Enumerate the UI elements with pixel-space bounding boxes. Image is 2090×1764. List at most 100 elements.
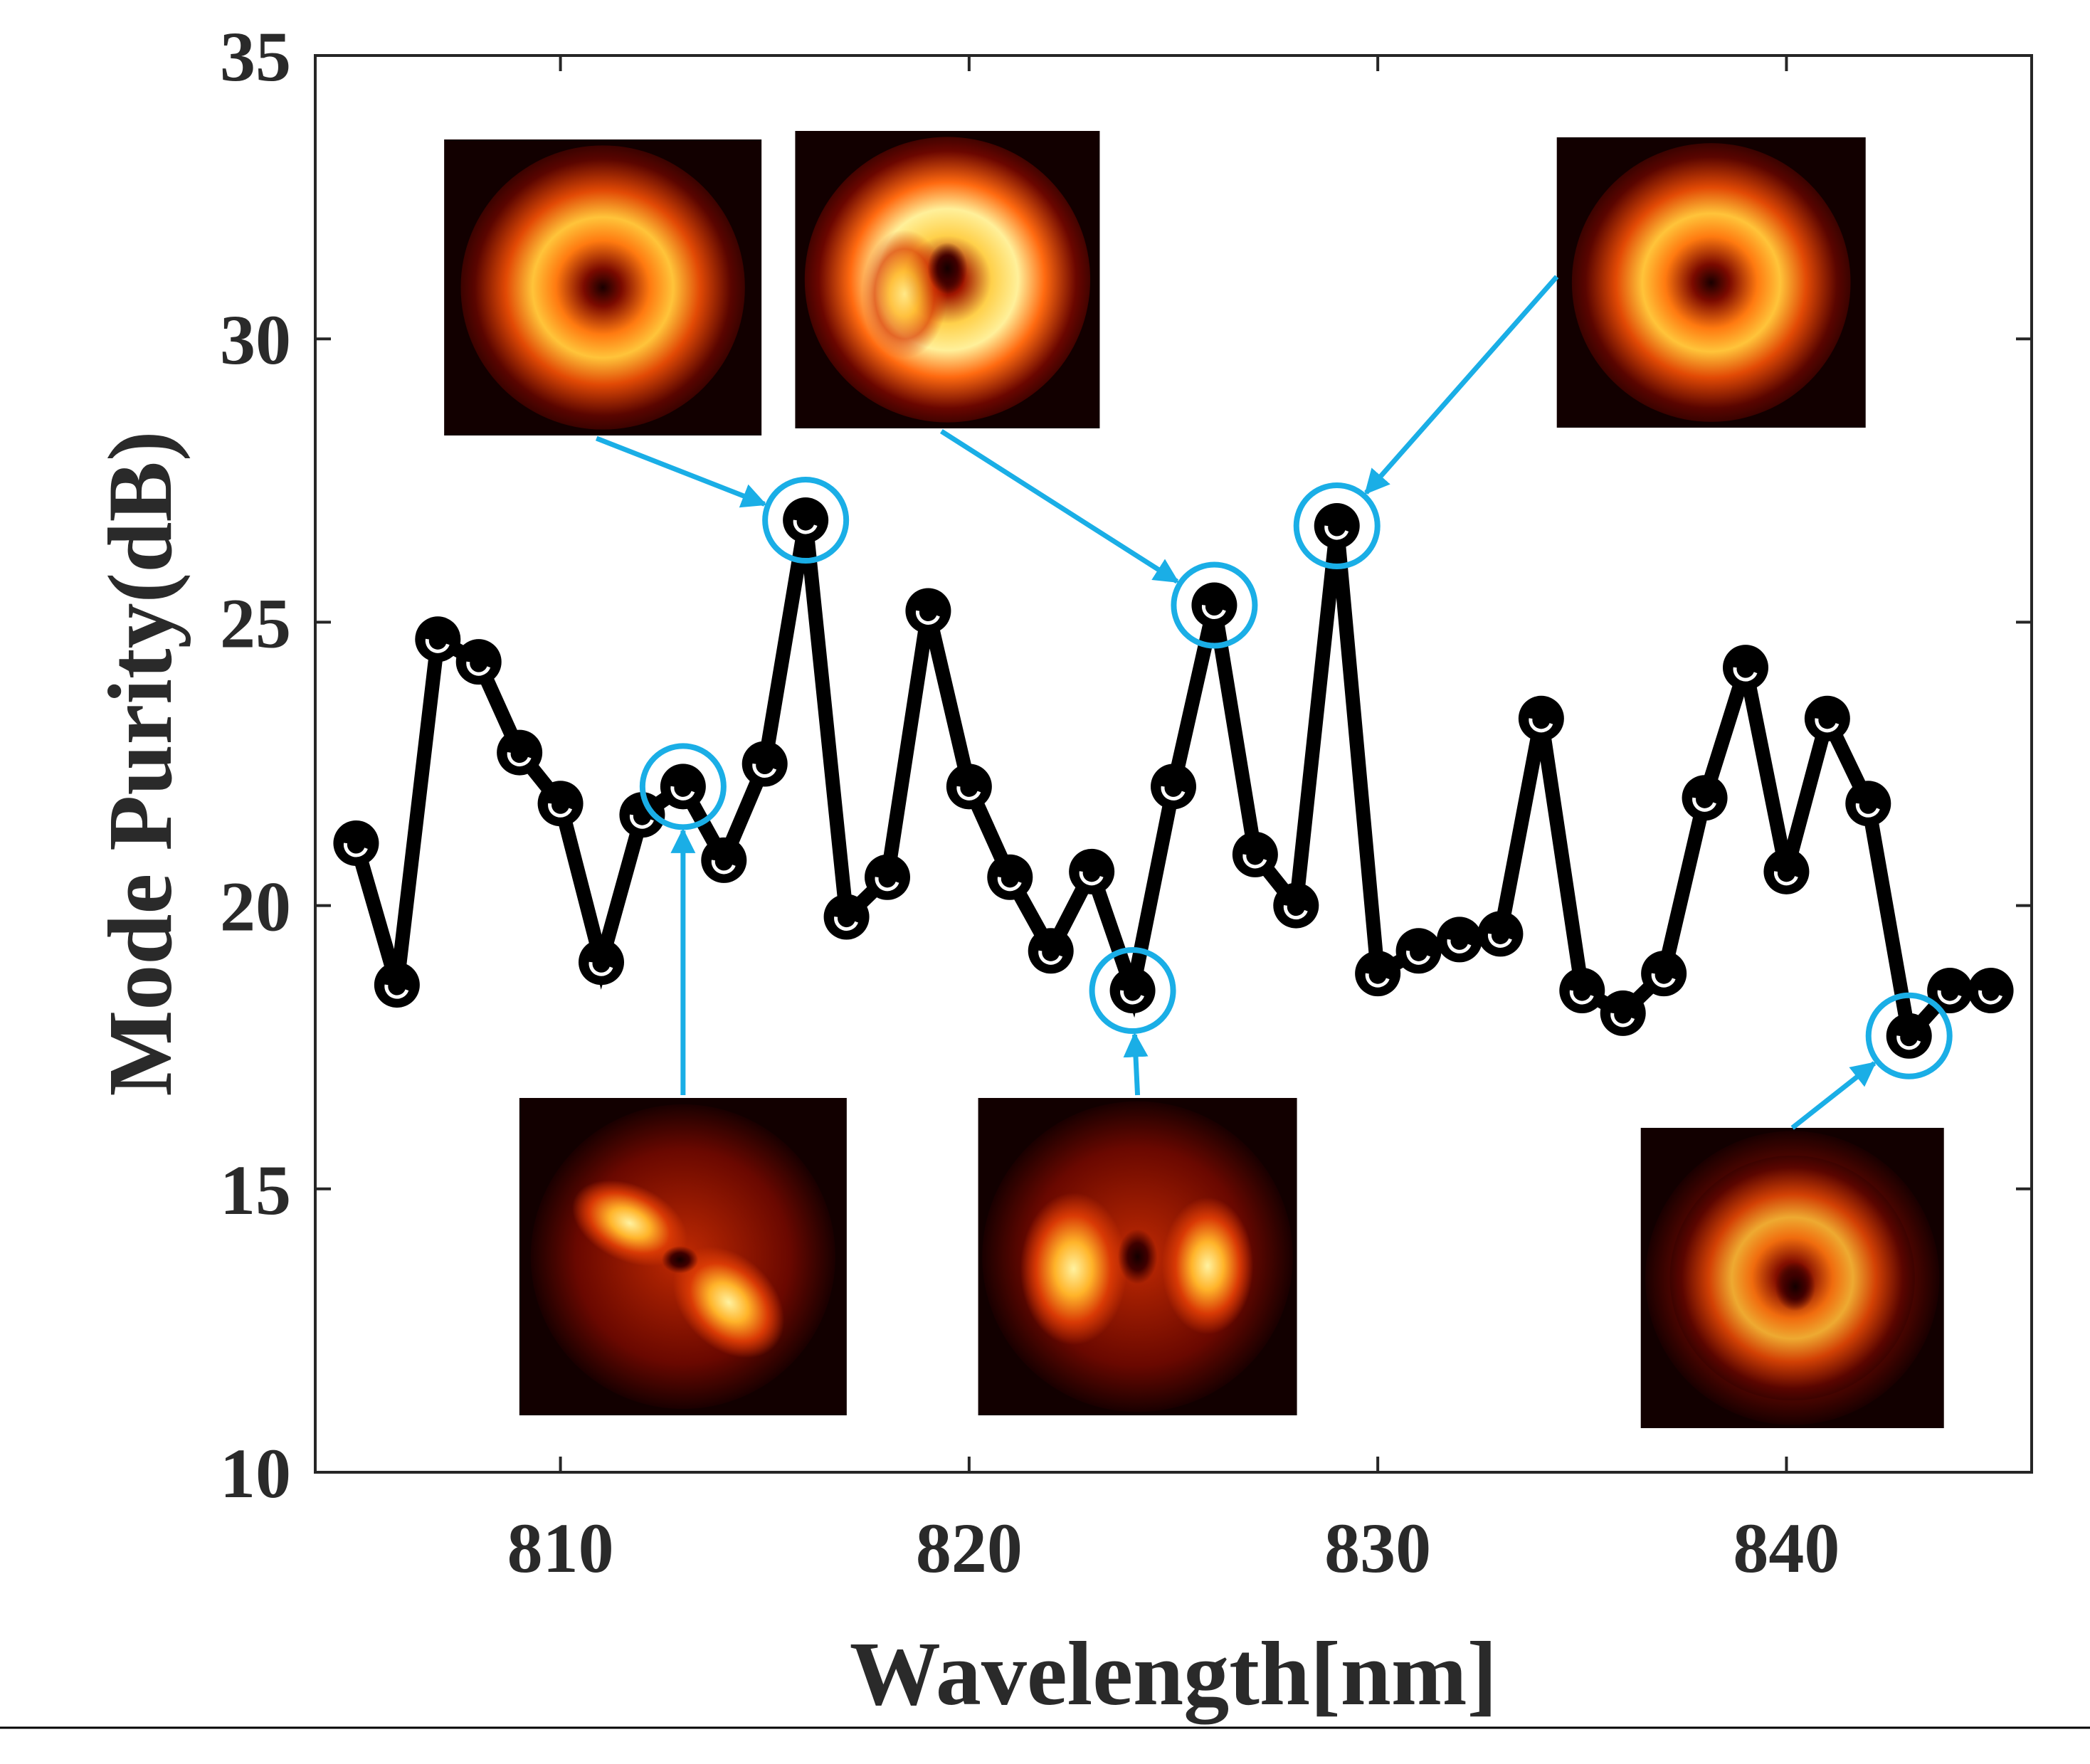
y-tick-label: 10: [220, 1434, 291, 1513]
data-point: [823, 894, 870, 940]
x-tick-label: 820: [916, 1509, 1023, 1588]
data-point-highlight: [507, 741, 532, 767]
beam-core: [661, 1246, 699, 1274]
beam-profile-inset: [978, 1098, 1297, 1415]
data-point-highlight: [589, 951, 614, 976]
data-point-marker: [1804, 695, 1850, 741]
highlight-circle: [1293, 482, 1381, 570]
data-point-marker: [1763, 848, 1810, 894]
data-point-highlight: [915, 599, 941, 625]
data-point-highlight: [629, 803, 655, 829]
data-point-highlight: [1406, 939, 1432, 965]
data-point-marker: [374, 962, 420, 1008]
beam-core: [927, 242, 968, 295]
data-point-highlight: [384, 973, 410, 999]
beam-core: [1117, 1229, 1158, 1284]
beam-lobe: [1161, 1197, 1254, 1335]
data-point: [1723, 645, 1768, 691]
ticks: [315, 54, 2032, 1474]
data-point-highlight: [1324, 514, 1350, 540]
data-point-marker: [1641, 951, 1687, 997]
data-point-marker: [1518, 695, 1564, 741]
data-point-highlight: [1038, 939, 1064, 965]
data-point-marker: [1273, 882, 1319, 929]
data-point-marker: [1477, 911, 1524, 957]
beam-profile-inset: [519, 1098, 847, 1415]
data-point-highlight: [1161, 775, 1186, 801]
data-point: [1641, 951, 1687, 997]
data-point-highlight: [670, 775, 696, 801]
beam-lobe: [572, 1180, 687, 1267]
data-point-highlight: [711, 849, 737, 875]
pointer-arrow: [1364, 275, 1559, 495]
x-tick-label: 810: [507, 1509, 614, 1588]
x-tick-label: 830: [1324, 1509, 1431, 1588]
data-point-marker: [333, 820, 379, 866]
data-point-highlight: [466, 650, 492, 676]
beam-core: [1775, 1262, 1816, 1311]
data-point: [1559, 968, 1605, 1014]
beam-profile-inset: [795, 131, 1100, 428]
data-point-marker: [415, 616, 461, 662]
highlight-group: [639, 477, 1953, 1079]
beam-profile-inset: [444, 139, 762, 435]
data-point-marker: [1437, 917, 1482, 963]
y-tick-label: 35: [220, 17, 291, 96]
data-point: [741, 741, 788, 787]
data-point-highlight: [793, 509, 818, 534]
data-point-highlight: [1079, 860, 1104, 886]
data-point-marker: [1069, 848, 1115, 894]
highlight-circle: [762, 477, 850, 564]
y-tick-label: 20: [220, 867, 291, 946]
data-point-highlight: [1283, 894, 1309, 920]
data-point-highlight: [1365, 962, 1390, 988]
arrow-group: [595, 275, 1877, 1130]
data-point: [1886, 1013, 1932, 1059]
y-tick-label: 15: [220, 1151, 291, 1230]
data-point: [1069, 848, 1115, 894]
data-point: [1518, 695, 1564, 741]
data-point-marker: [455, 639, 502, 685]
series-markers: [333, 497, 2014, 1059]
data-point-marker: [987, 854, 1033, 900]
beam-ring: [460, 145, 745, 430]
y-axis-title: Mode Purity(dB): [90, 431, 191, 1097]
data-point: [987, 854, 1033, 900]
beam-lobe: [672, 1247, 785, 1358]
beam-lobe: [1020, 1193, 1127, 1346]
data-point-marker: [1927, 968, 1973, 1014]
highlight-circle: [1089, 947, 1176, 1035]
data-point-marker: [1028, 928, 1074, 974]
data-point: [1437, 917, 1482, 963]
data-point-marker: [1314, 503, 1360, 549]
data-point: [333, 820, 379, 866]
data-point: [1968, 968, 2014, 1014]
data-point: [783, 497, 829, 544]
data-point: [1395, 928, 1442, 974]
data-point-highlight: [875, 866, 900, 892]
pointer-arrow: [1123, 1032, 1149, 1096]
data-point-marker: [1151, 764, 1196, 810]
data-point-highlight: [1120, 979, 1146, 1005]
pointer-arrow: [939, 429, 1180, 584]
pointer-arrow: [1790, 1061, 1877, 1130]
data-point-marker: [579, 939, 624, 986]
data-point-highlight: [956, 775, 982, 801]
beam-profile-inset: [1640, 1128, 1944, 1428]
data-point: [1151, 764, 1196, 810]
data-point-highlight: [1815, 707, 1840, 733]
data-point: [1273, 882, 1319, 929]
tick-labels: 810 820 830 840 10 15 20 25 30 35: [220, 17, 1840, 1588]
data-point-marker: [1968, 968, 2014, 1014]
data-point-marker: [1559, 968, 1605, 1014]
highlight-circle: [1171, 561, 1258, 649]
y-tick-label: 25: [220, 583, 291, 662]
data-point-marker: [823, 894, 870, 940]
data-point-highlight: [343, 832, 369, 857]
data-point-highlight: [752, 753, 778, 778]
data-point: [660, 764, 706, 810]
data-point-highlight: [834, 906, 860, 931]
data-point-marker: [1232, 831, 1278, 877]
data-point-marker: [1191, 582, 1237, 628]
